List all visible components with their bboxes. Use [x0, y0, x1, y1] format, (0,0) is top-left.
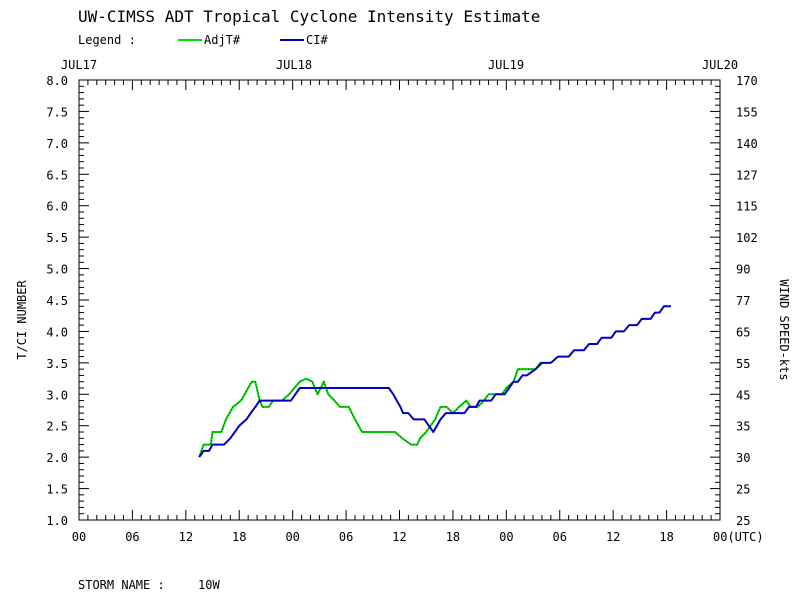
y-left-tick-label: 4.0	[46, 325, 68, 339]
x-tick-label: 18	[446, 530, 460, 544]
y-right-tick-label: 77	[736, 294, 750, 308]
axis-ticks	[78, 79, 721, 521]
storm-name-label: STORM NAME :	[78, 578, 165, 592]
x-tick-label: 00	[72, 530, 86, 544]
legend-adjt-label: AdjT#	[204, 33, 241, 47]
y-left-tick-label: 7.5	[46, 105, 68, 119]
y-left-tick-label: 3.5	[46, 357, 68, 371]
top-date-label: JUL20	[702, 58, 738, 72]
y-right-tick-label: 170	[736, 74, 758, 88]
y-left-axis-label: T/CI NUMBER	[15, 279, 29, 359]
x-tick-label: 18	[232, 530, 246, 544]
y-left-tick-label: 8.0	[46, 74, 68, 88]
y-right-tick-labels: 170 155 140 127 115 102 90 77 65 55 45 35 30 25 25	[736, 74, 758, 528]
series-line-adjt	[198, 361, 544, 458]
legend-label: Legend :	[78, 33, 136, 47]
y-left-tick-label: 4.5	[46, 294, 68, 308]
chart-title: UW-CIMSS ADT Tropical Cyclone Intensity …	[78, 7, 540, 26]
y-left-tick-label: 3.0	[46, 388, 68, 402]
x-tick-labels: 00 06 12 18 00 06 12 18 00 06 12 18 00(UTC)	[72, 530, 764, 544]
y-right-tick-label: 140	[736, 137, 758, 151]
y-right-axis-label: WIND SPEED-kts	[777, 279, 791, 380]
y-right-tick-label: 55	[736, 357, 750, 371]
y-right-tick-label: 30	[736, 451, 750, 465]
y-left-tick-label: 2.0	[46, 451, 68, 465]
x-tick-label: 12	[392, 530, 406, 544]
x-tick-label: 06	[339, 530, 353, 544]
x-tick-label: 06	[125, 530, 139, 544]
y-right-tick-label: 25	[736, 514, 750, 528]
x-tick-label: 12	[606, 530, 620, 544]
y-right-tick-label: 127	[736, 168, 758, 182]
y-right-tick-label: 102	[736, 231, 758, 245]
y-left-tick-label: 6.0	[46, 200, 68, 214]
x-tick-label: 06	[553, 530, 567, 544]
legend-ci-label: CI#	[306, 33, 328, 47]
y-left-tick-label: 5.0	[46, 263, 68, 277]
y-right-tick-label: 115	[736, 200, 758, 214]
top-date-label: JUL19	[488, 58, 524, 72]
top-date-label: JUL18	[276, 58, 312, 72]
y-left-tick-label: 6.5	[46, 168, 68, 182]
y-right-tick-label: 35	[736, 420, 750, 434]
x-tick-label: 00	[285, 530, 299, 544]
x-tick-label: 18	[659, 530, 673, 544]
y-right-tick-label: 90	[736, 263, 750, 277]
y-left-tick-label: 5.5	[46, 231, 68, 245]
series-line-ci	[198, 305, 671, 458]
series-line-adjt-dots	[198, 362, 544, 458]
y-left-tick-label: 2.5	[46, 420, 68, 434]
top-date-label: JUL17	[61, 58, 97, 72]
y-left-tick-label: 7.0	[46, 137, 68, 151]
x-tick-label: 12	[179, 530, 193, 544]
y-right-tick-label: 45	[736, 388, 750, 402]
plot-frame	[78, 79, 721, 521]
y-left-tick-label: 1.0	[46, 514, 68, 528]
series-lines	[198, 305, 671, 458]
y-right-tick-label: 65	[736, 325, 750, 339]
x-tick-label: 00	[499, 530, 513, 544]
y-left-tick-label: 1.5	[46, 483, 68, 497]
y-right-tick-label: 155	[736, 105, 758, 119]
storm-name-value: 10W	[198, 578, 220, 592]
y-right-tick-label: 25	[736, 483, 750, 497]
y-left-tick-labels: 8.0 7.5 7.0 6.5 6.0 5.5 5.0 4.5 4.0 3.5 3.0 2.5 2.0 1…	[46, 74, 68, 528]
x-tick-label: 00(UTC)	[713, 530, 764, 544]
